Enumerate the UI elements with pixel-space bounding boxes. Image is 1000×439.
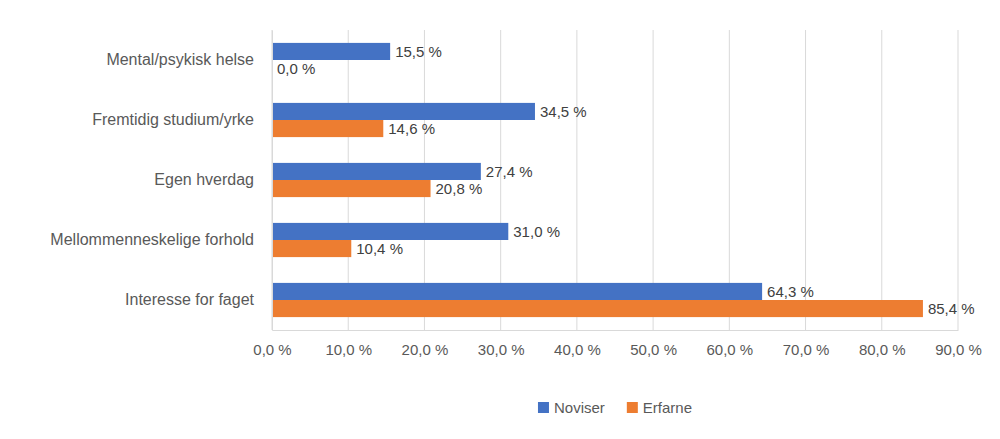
- chart: 0,0 % 10,0 % 20,0 % 30,0 % 40,0 % 50,0 % 60,0 …: [0, 0, 1000, 439]
- tick-label: 0,0 %: [253, 341, 291, 358]
- series: [272, 43, 762, 300]
- bar: [272, 180, 431, 197]
- y-axis: Mental/psykisk helse Fremtidig studium/yr…: [50, 31, 272, 331]
- legend-label: Erfarne: [643, 399, 692, 416]
- data-label: 14,6 %: [388, 120, 435, 137]
- data-label: 27,4 %: [486, 163, 533, 180]
- tick-label: 90,0 %: [935, 341, 982, 358]
- tick-label: 50,0 %: [630, 341, 677, 358]
- bar: [272, 223, 508, 240]
- data-label: 34,5 %: [540, 103, 587, 120]
- bar: [272, 163, 481, 180]
- tick-label: 40,0 %: [554, 341, 601, 358]
- tick-label: Mellommenneskelige forhold: [50, 231, 254, 248]
- tick: 0,0 %: [253, 330, 291, 358]
- tick-label: Fremtidig studium/yrke: [92, 111, 254, 128]
- tick: 30,0 %: [478, 330, 525, 358]
- tick-label: 10,0 %: [325, 341, 372, 358]
- tick-label: Interesse for faget: [125, 291, 255, 308]
- tick: 40,0 %: [554, 330, 601, 358]
- series: [272, 120, 923, 317]
- tick: Egen hverdag: [154, 171, 272, 188]
- plot: 0,0 % 10,0 % 20,0 % 30,0 % 40,0 % 50,0 % 60,0 …: [50, 30, 982, 358]
- bar: [272, 103, 535, 120]
- axis-line: [272, 31, 273, 331]
- legend-swatch: [538, 402, 549, 413]
- tick: Interesse for faget: [125, 291, 272, 308]
- bar: [272, 240, 351, 257]
- grid-line: [958, 30, 959, 330]
- tick: 70,0 %: [783, 330, 830, 358]
- bar: [272, 43, 390, 60]
- bar: [272, 300, 923, 317]
- tick: 20,0 %: [402, 330, 449, 358]
- data-label: 15,5 %: [395, 43, 442, 60]
- grid-line: [881, 30, 882, 330]
- bars: [272, 43, 923, 317]
- data-label: 20,8 %: [436, 180, 483, 197]
- tick-label: 60,0 %: [706, 341, 753, 358]
- data-label: 31,0 %: [513, 223, 560, 240]
- tick-label: 20,0 %: [402, 341, 449, 358]
- x-axis: 0,0 % 10,0 % 20,0 % 30,0 % 40,0 % 50,0 % 60,0 …: [253, 330, 982, 358]
- data-label: 10,4 %: [356, 240, 403, 257]
- legend: Noviser Erfarne: [538, 399, 692, 416]
- bar: [272, 120, 383, 137]
- legend-label: Noviser: [554, 399, 605, 416]
- axis-line: [273, 330, 959, 331]
- tick: 60,0 %: [706, 330, 753, 358]
- legend-item: Erfarne: [627, 399, 692, 416]
- tick: 10,0 %: [325, 330, 372, 358]
- tick-label: 30,0 %: [478, 341, 525, 358]
- tick: 90,0 %: [935, 330, 982, 358]
- grid-line: [272, 30, 273, 330]
- data-label: 0,0 %: [277, 60, 315, 77]
- tick: Mellommenneskelige forhold: [50, 231, 272, 248]
- data-label: 85,4 %: [928, 300, 975, 317]
- tick: Mental/psykisk helse: [106, 51, 272, 68]
- tick-label: 80,0 %: [859, 341, 906, 358]
- tick: 80,0 %: [859, 330, 906, 358]
- tick-label: Mental/psykisk helse: [106, 51, 254, 68]
- data-labels: 15,5 % 34,5 % 27,4 % 31,0 % 64,3 % 0,0 % 14,6 …: [277, 43, 975, 317]
- tick: Fremtidig studium/yrke: [92, 111, 272, 128]
- legend-swatch: [627, 402, 638, 413]
- tick: 50,0 %: [630, 330, 677, 358]
- tick-label: 70,0 %: [783, 341, 830, 358]
- grid: [272, 30, 958, 330]
- data-label: 64,3 %: [767, 283, 814, 300]
- tick-label: Egen hverdag: [154, 171, 254, 188]
- bar: [272, 283, 762, 300]
- legend-item: Noviser: [538, 399, 605, 416]
